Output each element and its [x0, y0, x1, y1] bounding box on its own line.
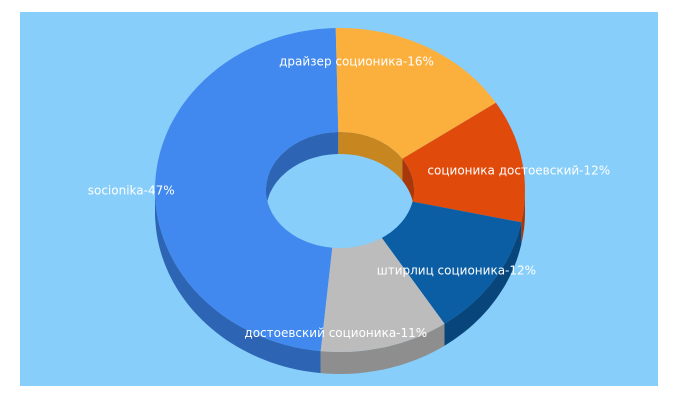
slice-5-outer-wall: [320, 323, 445, 374]
slice-4-outer-wall: [444, 222, 522, 346]
slice-3-outer-wall: [521, 190, 525, 245]
slice-1[interactable]: [155, 28, 339, 352]
slice-label-1: socionika-47%: [88, 184, 175, 198]
donut-sides: [155, 190, 525, 374]
slice-label-4: штирлиц соционика-12%: [377, 263, 536, 277]
slice-3-inner-wall: [402, 158, 414, 212]
slice-1-outer-wall: [155, 190, 321, 374]
slice-labels: socionika-47% драйзер соционика-16% социон…: [88, 54, 610, 339]
slice-1-inner-wall: [266, 132, 339, 212]
slice-label-3: соционика достоевский-12%: [427, 164, 610, 178]
slice-label-2: драйзер соционика-16%: [279, 54, 434, 68]
donut-hole-walls: [266, 132, 414, 212]
slice-4[interactable]: [381, 201, 522, 324]
donut-slices: [155, 28, 525, 352]
slice-label-5: достоевский соционика-11%: [244, 326, 427, 340]
slice-3[interactable]: [402, 102, 525, 223]
slice-2[interactable]: [335, 28, 496, 159]
slice-2-inner-wall: [338, 132, 403, 181]
slice-5[interactable]: [320, 237, 445, 352]
